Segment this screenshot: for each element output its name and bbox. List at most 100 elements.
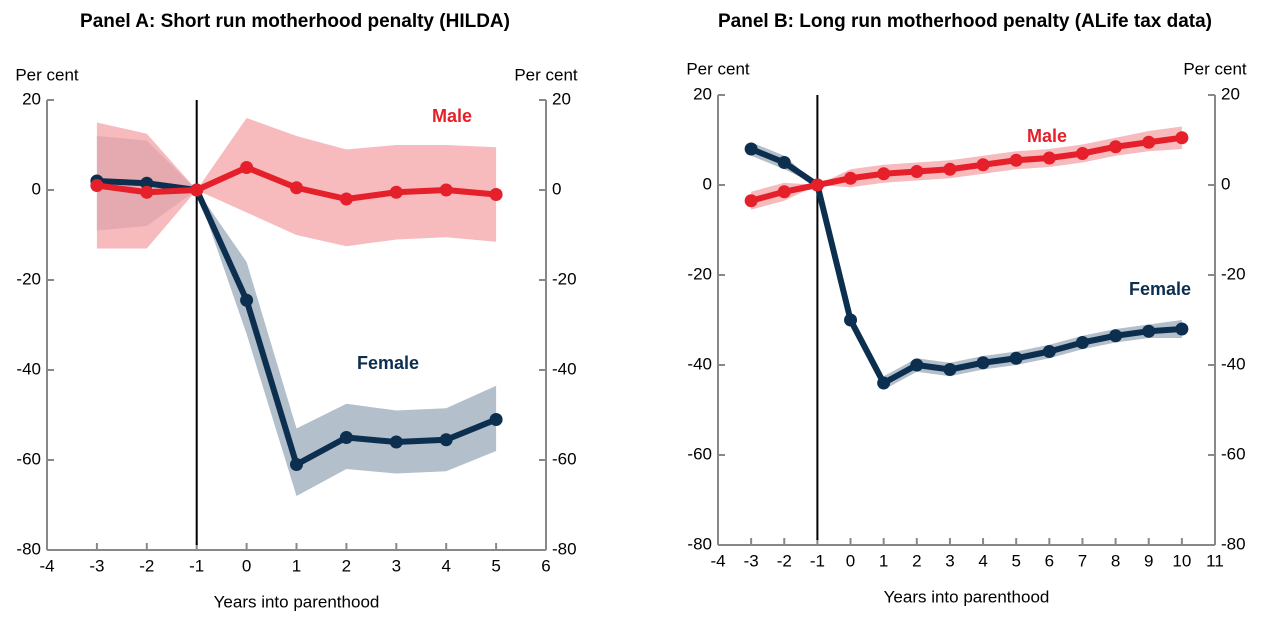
y-tick-label: -40 bbox=[687, 354, 712, 373]
data-point bbox=[389, 185, 403, 199]
data-point bbox=[140, 176, 154, 190]
data-point bbox=[140, 185, 154, 199]
data-point bbox=[910, 165, 924, 178]
data-point bbox=[489, 413, 503, 426]
x-tick-label: 2 bbox=[342, 556, 351, 575]
data-point bbox=[90, 179, 104, 192]
data-point bbox=[744, 142, 758, 156]
y2-tick-label: -80 bbox=[552, 539, 577, 558]
data-point bbox=[844, 171, 858, 185]
series-label: Male bbox=[1027, 126, 1067, 146]
y2-tick-label: 20 bbox=[1221, 84, 1240, 103]
y-tick-label: -60 bbox=[16, 449, 41, 468]
data-point bbox=[976, 356, 990, 370]
y-tick-label: 0 bbox=[703, 174, 712, 193]
x-tick-label: 9 bbox=[1144, 551, 1153, 570]
data-point bbox=[777, 156, 791, 169]
y-tick-label: -40 bbox=[16, 359, 41, 378]
y-tick-label: -20 bbox=[16, 269, 41, 288]
y-tick-label: -80 bbox=[16, 539, 41, 558]
x-axis-label: Years into parenthood bbox=[884, 587, 1050, 606]
y2-tick-label: -80 bbox=[1221, 534, 1246, 553]
y-tick-label: -80 bbox=[687, 534, 712, 553]
data-point bbox=[1009, 153, 1023, 167]
data-point bbox=[290, 458, 303, 471]
y2-tick-label: -20 bbox=[552, 269, 577, 288]
x-tick-label: 4 bbox=[978, 551, 987, 570]
x-tick-label: 11 bbox=[1206, 551, 1224, 570]
x-tick-label: -2 bbox=[139, 556, 154, 575]
data-point bbox=[777, 185, 791, 199]
x-tick-label: -4 bbox=[39, 556, 54, 575]
y2-tick-label: -60 bbox=[1221, 444, 1246, 463]
x-tick-label: 1 bbox=[292, 556, 301, 575]
x-tick-label: -3 bbox=[744, 551, 759, 570]
y2-tick-label: 0 bbox=[1221, 174, 1230, 193]
y2-tick-label: -40 bbox=[1221, 354, 1246, 373]
y2-tick-label: -20 bbox=[1221, 264, 1246, 283]
x-tick-label: -2 bbox=[777, 551, 792, 570]
x-tick-label: 5 bbox=[1011, 551, 1020, 570]
x-tick-label: 2 bbox=[912, 551, 921, 570]
x-tick-label: 0 bbox=[846, 551, 855, 570]
data-point bbox=[439, 433, 453, 447]
x-tick-label: -3 bbox=[89, 556, 104, 575]
x-tick-label: 3 bbox=[945, 551, 954, 570]
chart-title: Panel B: Long run motherhood penalty (AL… bbox=[718, 11, 1212, 32]
y-tick-label: 20 bbox=[22, 89, 41, 108]
data-point bbox=[810, 178, 824, 192]
x-tick-label: 5 bbox=[491, 556, 500, 575]
data-point bbox=[1175, 322, 1189, 336]
data-point bbox=[489, 188, 503, 201]
chart-title: Panel A: Short run motherhood penalty (H… bbox=[80, 11, 510, 32]
x-axis-label: Years into parenthood bbox=[214, 592, 380, 611]
data-point bbox=[943, 162, 957, 176]
data-point bbox=[389, 435, 403, 449]
data-point bbox=[290, 181, 303, 195]
data-point bbox=[1009, 351, 1023, 365]
data-point bbox=[1109, 140, 1123, 154]
data-point bbox=[1075, 336, 1089, 349]
data-point bbox=[1142, 135, 1156, 149]
data-point bbox=[976, 158, 990, 172]
series-label: Female bbox=[1129, 279, 1191, 299]
x-tick-label: -4 bbox=[710, 551, 725, 570]
series-label: Female bbox=[357, 353, 419, 373]
y-tick-label: 20 bbox=[693, 84, 712, 103]
data-point bbox=[877, 376, 891, 390]
y-axis-label: Per cent bbox=[686, 59, 750, 78]
series-label: Male bbox=[432, 106, 472, 126]
x-tick-label: -1 bbox=[810, 551, 825, 570]
x-tick-label: 7 bbox=[1078, 551, 1087, 570]
y2-tick-label: 20 bbox=[552, 89, 571, 108]
x-tick-label: 3 bbox=[392, 556, 401, 575]
x-tick-label: 6 bbox=[1045, 551, 1054, 570]
data-point bbox=[439, 183, 453, 197]
y-tick-label: 0 bbox=[32, 179, 41, 198]
y2-axis-label: Per cent bbox=[1183, 59, 1247, 78]
data-point bbox=[339, 431, 353, 444]
y-axis-label: Per cent bbox=[15, 65, 79, 84]
data-point bbox=[910, 358, 924, 372]
data-point bbox=[844, 313, 858, 327]
x-tick-label: -1 bbox=[189, 556, 204, 575]
data-point bbox=[1175, 131, 1189, 145]
data-point bbox=[1109, 329, 1123, 343]
data-point bbox=[943, 363, 957, 376]
x-tick-label: 1 bbox=[879, 551, 888, 570]
data-point bbox=[877, 167, 891, 181]
y2-tick-label: -60 bbox=[552, 449, 577, 468]
data-point bbox=[1042, 151, 1056, 165]
data-point bbox=[744, 194, 758, 208]
y2-axis-label: Per cent bbox=[514, 65, 578, 84]
data-point bbox=[240, 161, 254, 174]
y2-tick-label: 0 bbox=[552, 179, 561, 198]
data-point bbox=[240, 293, 254, 307]
x-tick-label: 6 bbox=[541, 556, 550, 575]
x-tick-label: 4 bbox=[441, 556, 450, 575]
x-tick-label: 10 bbox=[1172, 551, 1191, 570]
data-point bbox=[1042, 345, 1056, 358]
data-point bbox=[1075, 147, 1089, 160]
